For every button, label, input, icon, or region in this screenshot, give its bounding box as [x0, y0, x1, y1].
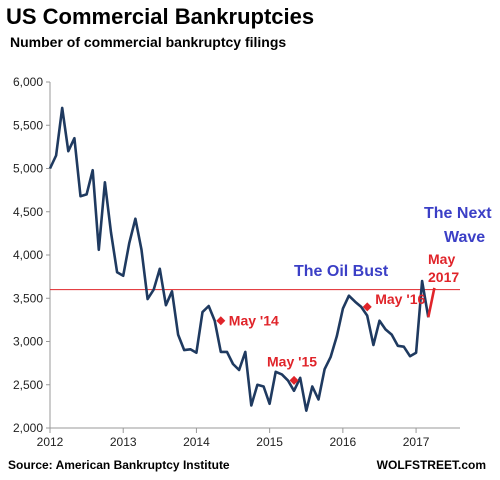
- y-tick-label: 4,000: [13, 248, 43, 262]
- highlight-points: May '14 May '15 May '16: [216, 291, 425, 385]
- y-tick-label: 4,500: [13, 205, 43, 219]
- chart-title: US Commercial Bankruptcies: [6, 4, 315, 29]
- x-tick-label: 2014: [183, 435, 210, 449]
- y-tick-label: 5,500: [13, 118, 43, 132]
- highlight-point: [362, 302, 372, 312]
- highlight-point-label: May '14: [229, 313, 279, 329]
- highlight-point: [216, 316, 226, 326]
- series-group: [48, 106, 436, 412]
- x-tick-label: 2017: [403, 435, 430, 449]
- y-tick-label: 2,500: [13, 378, 43, 392]
- annotation-next-wave-line1: The Next: [424, 205, 492, 222]
- y-tick-label: 3,500: [13, 291, 43, 305]
- x-tick-label: 2015: [256, 435, 283, 449]
- chart-annotations: The Oil Bust The Next Wave May 2017: [294, 205, 492, 285]
- annotation-next-wave-line2: Wave: [444, 229, 485, 246]
- y-tick-label: 6,000: [13, 75, 43, 89]
- y-tick-label: 2,000: [13, 421, 43, 435]
- chart-subtitle: Number of commercial bankruptcy filings: [10, 34, 287, 50]
- annotation-may-2017-line2: 2017: [428, 269, 459, 285]
- x-tick-label: 2016: [330, 435, 357, 449]
- highlight-point-label: May '16: [375, 291, 425, 307]
- highlight-point: [289, 375, 299, 385]
- y-tick-label: 5,000: [13, 162, 43, 176]
- y-tick-label: 3,000: [13, 335, 43, 349]
- chart-source: Source: American Bankruptcy Institute: [8, 458, 230, 472]
- chart-axes: 6,000 5,500 5,000 4,500 4,000 3,500 3,000 2,500…: [13, 75, 460, 449]
- annotation-may-2017-line1: May: [428, 251, 455, 267]
- x-tick-label: 2012: [37, 435, 64, 449]
- x-tick-label: 2013: [110, 435, 137, 449]
- series-line-latest: [427, 287, 436, 318]
- annotation-oil-bust: The Oil Bust: [294, 263, 389, 280]
- highlight-point-label: May '15: [267, 353, 317, 369]
- chart-brand: WOLFSTREET.com: [376, 458, 486, 472]
- series-line: [48, 106, 430, 412]
